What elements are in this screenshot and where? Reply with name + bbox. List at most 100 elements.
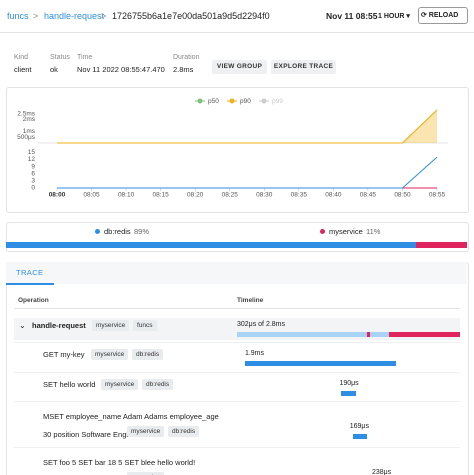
span-tag: db:redis	[142, 379, 174, 390]
span-duration-label: 190μs	[339, 380, 359, 387]
explore-trace-button[interactable]: EXPLORE TRACE	[271, 60, 336, 74]
reload-label: RELOAD	[428, 12, 459, 19]
field-value: client	[14, 65, 32, 74]
breakdown-dot	[95, 229, 100, 234]
span-tag: db:redis	[168, 426, 200, 437]
span-bar	[237, 332, 460, 337]
x-tick-label: 08:20	[187, 192, 204, 199]
span-bar	[353, 434, 367, 439]
x-tick-label: 08:55	[429, 192, 446, 199]
self-time-segment	[388, 332, 460, 337]
span-bar	[244, 361, 397, 366]
legend-label: p99	[272, 98, 283, 105]
row-divider	[14, 372, 460, 373]
breadcrumb-link[interactable]: funcs	[7, 11, 29, 21]
x-tick-label: 08:45	[360, 192, 377, 199]
y-tick-label: 3	[31, 178, 35, 185]
span-tag: myservice	[91, 349, 129, 360]
y-tick-label: 0	[31, 185, 35, 192]
span-name[interactable]: handle-request	[32, 321, 86, 330]
line	[57, 109, 438, 144]
y-tick-label: 6	[31, 170, 35, 177]
field-value: ok	[50, 65, 58, 74]
breakdown-dot	[320, 229, 325, 234]
column-header: Operation	[18, 297, 49, 304]
field-label: Time	[77, 54, 93, 61]
column-header: Timeline	[237, 297, 264, 304]
line	[57, 156, 438, 189]
breakdown-bar	[6, 242, 417, 248]
field-label: Duration	[173, 54, 200, 61]
span-tag: myservice	[127, 426, 165, 437]
x-tick-label: 08:00	[49, 192, 66, 199]
span-duration-label: 1.9ms	[244, 350, 265, 357]
y-tick-label: 500μs	[17, 134, 36, 141]
y-tick-label: 9	[31, 163, 35, 170]
header-divider	[14, 308, 460, 309]
legend-swatch	[229, 98, 235, 104]
breakdown-name: db:redis	[104, 227, 131, 236]
span-tag: myservice	[101, 379, 139, 390]
breadcrumb-link[interactable]: handle-request	[44, 11, 105, 21]
span-tag: funcs	[133, 320, 157, 331]
chart-card	[6, 87, 469, 213]
trace-card	[6, 262, 469, 475]
x-tick-label: 08:25	[222, 192, 239, 199]
line	[57, 109, 438, 144]
span-name[interactable]: SET hello world	[43, 380, 96, 389]
y-tick-label: 12	[28, 156, 36, 163]
current-time[interactable]: Nov 11 08:55	[326, 11, 378, 21]
trace-tab[interactable]: TRACE	[16, 268, 44, 277]
field-value: 2.8ms	[173, 65, 194, 74]
legend-swatch	[197, 98, 203, 104]
row-divider	[14, 447, 460, 448]
x-tick-label: 08:10	[118, 192, 135, 199]
trace-id: 1726755b6a1e7e00da501a9d5d2294f0	[112, 11, 270, 21]
breakdown-value: 89%	[134, 227, 150, 236]
breadcrumb-separator: >	[33, 11, 39, 21]
span-duration-label: 169μs	[349, 423, 369, 430]
span-duration-label: 238μs	[371, 469, 392, 475]
field-value: Nov 11 2022 08:55:47.470	[77, 65, 165, 74]
tab-bar	[6, 262, 467, 284]
y-tick-label: 15	[28, 149, 36, 156]
time-window-label: 1 HOUR	[378, 13, 405, 20]
x-tick-label: 08:30	[256, 192, 273, 199]
span-name[interactable]: SET foo 5 SET bar 18 5 SET blee hello wo…	[43, 458, 196, 467]
y-tick-label: 2ms	[23, 116, 36, 123]
reload-button[interactable]: ⟳ RELOAD	[418, 7, 468, 24]
x-tick-label: 08:05	[83, 192, 100, 199]
y-tick-label: 2.5ms	[17, 110, 35, 117]
span-tag: myservice	[92, 320, 130, 331]
span-name[interactable]: GET my-key	[43, 350, 85, 359]
field-label: Kind	[14, 54, 29, 61]
field-label: Status	[50, 54, 70, 61]
span-timing-label: 302μs of 2.8ms	[237, 321, 286, 328]
breakdown-name: myservice	[329, 227, 363, 236]
view-group-button[interactable]: VIEW GROUP	[212, 60, 267, 74]
span-tag: db:redis	[132, 349, 164, 360]
tab-indicator	[6, 283, 54, 285]
row-divider	[14, 342, 460, 343]
x-tick-label: 08:50	[394, 192, 411, 199]
row-divider	[14, 401, 460, 402]
breakdown-value: 11%	[366, 227, 381, 236]
breadcrumb-separator: >	[101, 11, 107, 21]
time-window[interactable]: 1 HOUR ▾	[378, 13, 410, 20]
legend-swatch	[261, 98, 267, 104]
header-divider	[0, 32, 474, 33]
self-time-segment	[366, 332, 370, 337]
breakdown-bar	[416, 242, 467, 248]
y-tick-label: 1ms	[23, 128, 36, 135]
span-bar	[341, 391, 357, 396]
area	[57, 110, 437, 143]
legend-label: p90	[240, 98, 251, 105]
x-tick-label: 08:15	[152, 192, 169, 199]
expand-caret[interactable]: ⌄	[19, 321, 26, 330]
span-name[interactable]: MSET employee_name Adam Adams employee_a…	[43, 412, 219, 439]
legend-label: p50	[208, 98, 219, 105]
x-tick-label: 08:40	[325, 192, 342, 199]
x-tick-label: 08:35	[291, 192, 308, 199]
